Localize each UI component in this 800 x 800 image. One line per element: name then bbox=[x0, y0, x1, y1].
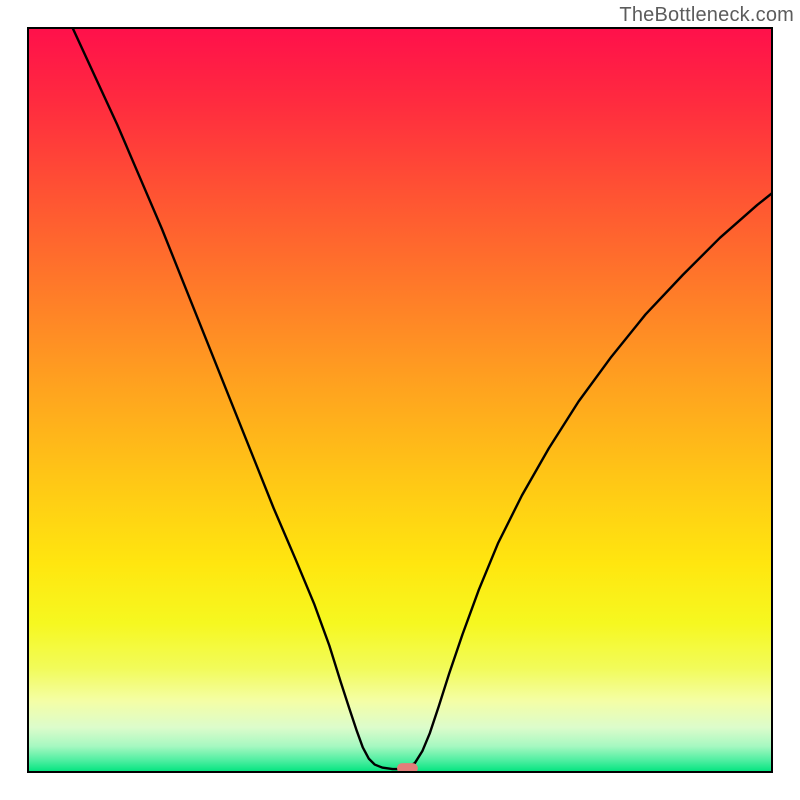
plot-background bbox=[28, 28, 772, 772]
watermark-text: TheBottleneck.com bbox=[619, 4, 794, 27]
bottleneck-chart bbox=[0, 0, 800, 800]
